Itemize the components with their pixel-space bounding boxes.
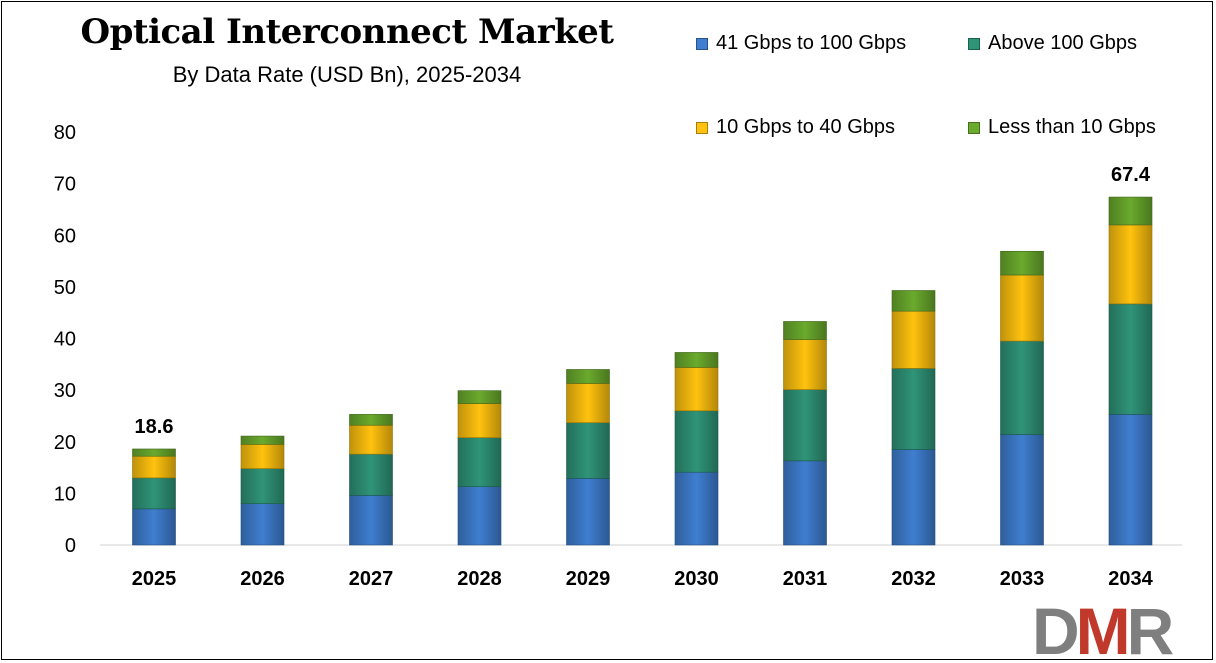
bar-segment [674, 471, 719, 546]
legend-swatch-41-100 [696, 37, 708, 50]
legend-swatch-above-100 [968, 37, 980, 50]
bar-segment [674, 352, 719, 368]
y-tick-label: 70 [54, 174, 76, 196]
y-tick-label: 30 [54, 380, 76, 402]
bar-segment [1000, 274, 1044, 342]
legend-item-less-10: Less than 10 Gbps [968, 116, 1156, 139]
bar-segment [1108, 414, 1153, 546]
y-tick-label: 10 [54, 483, 76, 505]
x-tick-label: 2031 [783, 568, 828, 590]
bar-segment [1108, 224, 1153, 305]
bar-segment [457, 390, 502, 404]
dmr-logo-letter: R [1127, 598, 1174, 660]
bar-segment [132, 508, 176, 546]
y-tick-label: 80 [54, 122, 76, 144]
legend-item-41-100: 41 Gbps to 100 Gbps [696, 32, 906, 55]
y-tick-label: 40 [54, 329, 76, 351]
bar-segment [132, 448, 176, 457]
y-tick-label: 20 [54, 432, 76, 454]
dmr-logo-text: DMR [1032, 598, 1174, 660]
bar-segment [783, 339, 827, 390]
chart-legend: 41 Gbps to 100 Gbps Above 100 Gbps 10 Gb… [696, 32, 1206, 152]
bar-segment [349, 453, 393, 496]
y-tick-label: 0 [65, 535, 76, 557]
bar-segment [1000, 434, 1044, 546]
data-label: 18.6 [135, 416, 174, 438]
legend-label-less-10: Less than 10 Gbps [988, 116, 1156, 138]
bar-segment [132, 477, 176, 510]
x-tick-label: 2034 [1108, 568, 1153, 590]
bar-segment [891, 368, 936, 450]
x-tick-label: 2032 [891, 568, 936, 590]
x-tick-label: 2030 [674, 568, 719, 590]
chart-title: Optical Interconnect Market [80, 12, 614, 52]
bar-segment [349, 414, 393, 426]
bar-segment [457, 437, 502, 487]
bar-segment [1108, 196, 1153, 226]
legend-label-above-100: Above 100 Gbps [988, 32, 1137, 54]
bar-segment [783, 389, 827, 462]
y-tick-label: 50 [54, 277, 76, 299]
bar-segment [457, 486, 502, 546]
dmr-logo-letter: D [1032, 598, 1077, 660]
bar-segment [240, 435, 285, 445]
data-label: 67.4 [1111, 164, 1151, 186]
bar-segment [783, 321, 827, 340]
chart-subtitle: By Data Rate (USD Bn), 2025-2034 [172, 62, 522, 87]
bar-segment [349, 495, 393, 546]
bar-segment [240, 444, 285, 469]
legend-swatch-less-10 [968, 121, 980, 134]
bar-segment [891, 449, 936, 546]
legend-label-41-100: 41 Gbps to 100 Gbps [716, 32, 907, 54]
bar-segment [566, 478, 610, 546]
bar-segment [674, 410, 719, 473]
dmr-logo-letter: M [1076, 598, 1127, 660]
x-tick-label: 2027 [349, 568, 394, 590]
legend-swatch-10-40 [696, 121, 708, 134]
bar-segment [566, 369, 610, 384]
bar-segment [132, 455, 176, 479]
x-tick-label: 2025 [132, 568, 177, 590]
bar-segment [891, 310, 936, 369]
bar-segment [891, 290, 936, 312]
bar-segment [566, 383, 610, 423]
x-tick-label: 2029 [566, 568, 611, 590]
legend-item-above-100: Above 100 Gbps [968, 32, 1137, 55]
bar-segment [457, 403, 502, 438]
dmr-logo: DMR [1032, 598, 1178, 660]
bar-segment [566, 422, 610, 479]
legend-label-10-40: 10 Gbps to 40 Gbps [716, 116, 896, 138]
bar-segment [783, 460, 827, 546]
bar-segment [349, 424, 393, 455]
x-tick-label: 2026 [240, 568, 285, 590]
legend-item-10-40: 10 Gbps to 40 Gbps [696, 116, 895, 139]
bar-segment [240, 468, 285, 505]
y-tick-label: 60 [54, 225, 76, 247]
x-tick-label: 2033 [1000, 568, 1045, 590]
bar-segment [1000, 250, 1044, 276]
bar-segment [240, 503, 285, 546]
bar-segment [1000, 340, 1044, 435]
bar-segment [1108, 303, 1153, 415]
bar-segment [674, 367, 719, 412]
x-tick-label: 2028 [457, 568, 502, 590]
